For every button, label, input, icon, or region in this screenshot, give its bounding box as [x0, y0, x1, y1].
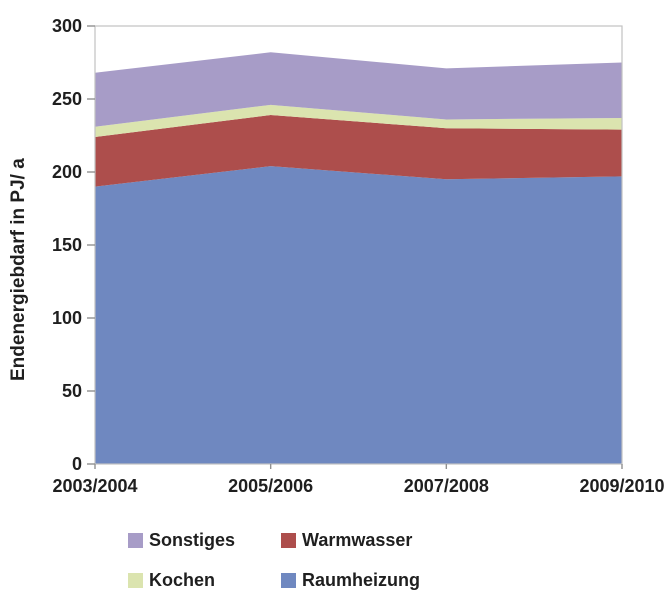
y-tick-label: 0	[72, 454, 82, 474]
x-tick-label: 2005/2006	[228, 476, 313, 496]
y-tick-label: 100	[52, 308, 82, 328]
legend-item-kochen: Kochen	[128, 568, 281, 592]
y-axis-title: Endenergiebdarf in PJ/ a	[8, 158, 29, 382]
legend-swatch-raumheizung	[281, 572, 296, 588]
x-tick-label: 2007/2008	[404, 476, 489, 496]
legend-item-sonstiges: Sonstiges	[128, 528, 281, 552]
y-tick-label: 150	[52, 235, 82, 255]
legend-label-sonstiges: Sonstiges	[149, 529, 236, 550]
legend-item-warmwasser: Warmwasser	[281, 528, 420, 552]
area-kochen	[95, 104, 622, 137]
legend-item-raumheizung: Raumheizung	[281, 568, 420, 592]
area-sonstiges	[95, 52, 622, 127]
area-raumheizung	[95, 166, 622, 464]
area-warmwasser	[95, 115, 622, 187]
legend-label-raumheizung: Raumheizung	[302, 569, 421, 590]
y-tick-label: 50	[62, 381, 82, 401]
plot-area: 0 50 100 150 200 250 300 2003/2004 2005/2006 2007…	[52, 16, 665, 496]
y-tick-label: 250	[52, 89, 82, 109]
legend-label-kochen: Kochen	[149, 569, 216, 590]
x-tick-label: 2009/2010	[579, 476, 664, 496]
y-tick-label: 200	[52, 162, 82, 182]
legend-label-warmwasser: Warmwasser	[302, 529, 413, 550]
x-tick-label: 2003/2004	[52, 476, 137, 496]
legend-swatch-kochen	[128, 572, 143, 588]
y-tick-label: 300	[52, 16, 82, 36]
legend-swatch-warmwasser	[281, 532, 296, 548]
chart-legend: Sonstiges Warmwasser Kochen Raumheizung	[128, 528, 420, 592]
legend-swatch-sonstiges	[128, 532, 143, 548]
